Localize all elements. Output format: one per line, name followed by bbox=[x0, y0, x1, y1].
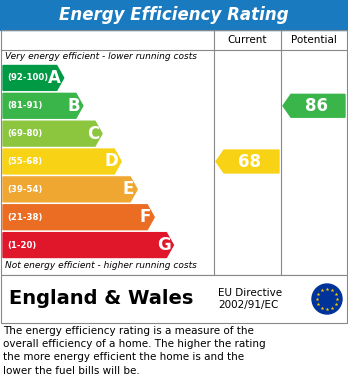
Text: (81-91): (81-91) bbox=[7, 101, 42, 110]
Text: G: G bbox=[157, 236, 171, 254]
Bar bbox=[0, 0, 348, 30]
Polygon shape bbox=[3, 177, 137, 202]
Polygon shape bbox=[3, 205, 154, 230]
Text: (55-68): (55-68) bbox=[7, 157, 42, 166]
Polygon shape bbox=[3, 233, 173, 258]
Text: E: E bbox=[123, 180, 134, 198]
Text: D: D bbox=[104, 152, 118, 170]
Text: B: B bbox=[67, 97, 80, 115]
Polygon shape bbox=[216, 150, 279, 173]
Text: Not energy efficient - higher running costs: Not energy efficient - higher running co… bbox=[5, 261, 197, 270]
Text: C: C bbox=[87, 125, 99, 143]
Polygon shape bbox=[3, 93, 83, 118]
Circle shape bbox=[312, 284, 342, 314]
Text: (21-38): (21-38) bbox=[7, 213, 42, 222]
Text: F: F bbox=[140, 208, 151, 226]
Text: (92-100): (92-100) bbox=[7, 74, 48, 83]
Text: England & Wales: England & Wales bbox=[9, 289, 193, 308]
Text: Energy Efficiency Rating: Energy Efficiency Rating bbox=[59, 6, 289, 24]
Polygon shape bbox=[3, 149, 121, 174]
Text: (1-20): (1-20) bbox=[7, 240, 36, 249]
Text: Current: Current bbox=[228, 35, 267, 45]
Text: (39-54): (39-54) bbox=[7, 185, 42, 194]
Text: The energy efficiency rating is a measure of the
overall efficiency of a home. T: The energy efficiency rating is a measur… bbox=[3, 326, 266, 376]
Text: EU Directive
2002/91/EC: EU Directive 2002/91/EC bbox=[218, 288, 282, 310]
Text: Potential: Potential bbox=[291, 35, 337, 45]
Bar bbox=[1, 275, 347, 323]
Text: (69-80): (69-80) bbox=[7, 129, 42, 138]
Text: 86: 86 bbox=[304, 97, 327, 115]
Polygon shape bbox=[3, 66, 64, 90]
Text: A: A bbox=[48, 69, 61, 87]
Polygon shape bbox=[3, 121, 102, 146]
Bar bbox=[1, 30, 347, 275]
Polygon shape bbox=[283, 94, 345, 117]
Text: 68: 68 bbox=[238, 152, 261, 170]
Text: Very energy efficient - lower running costs: Very energy efficient - lower running co… bbox=[5, 52, 197, 61]
